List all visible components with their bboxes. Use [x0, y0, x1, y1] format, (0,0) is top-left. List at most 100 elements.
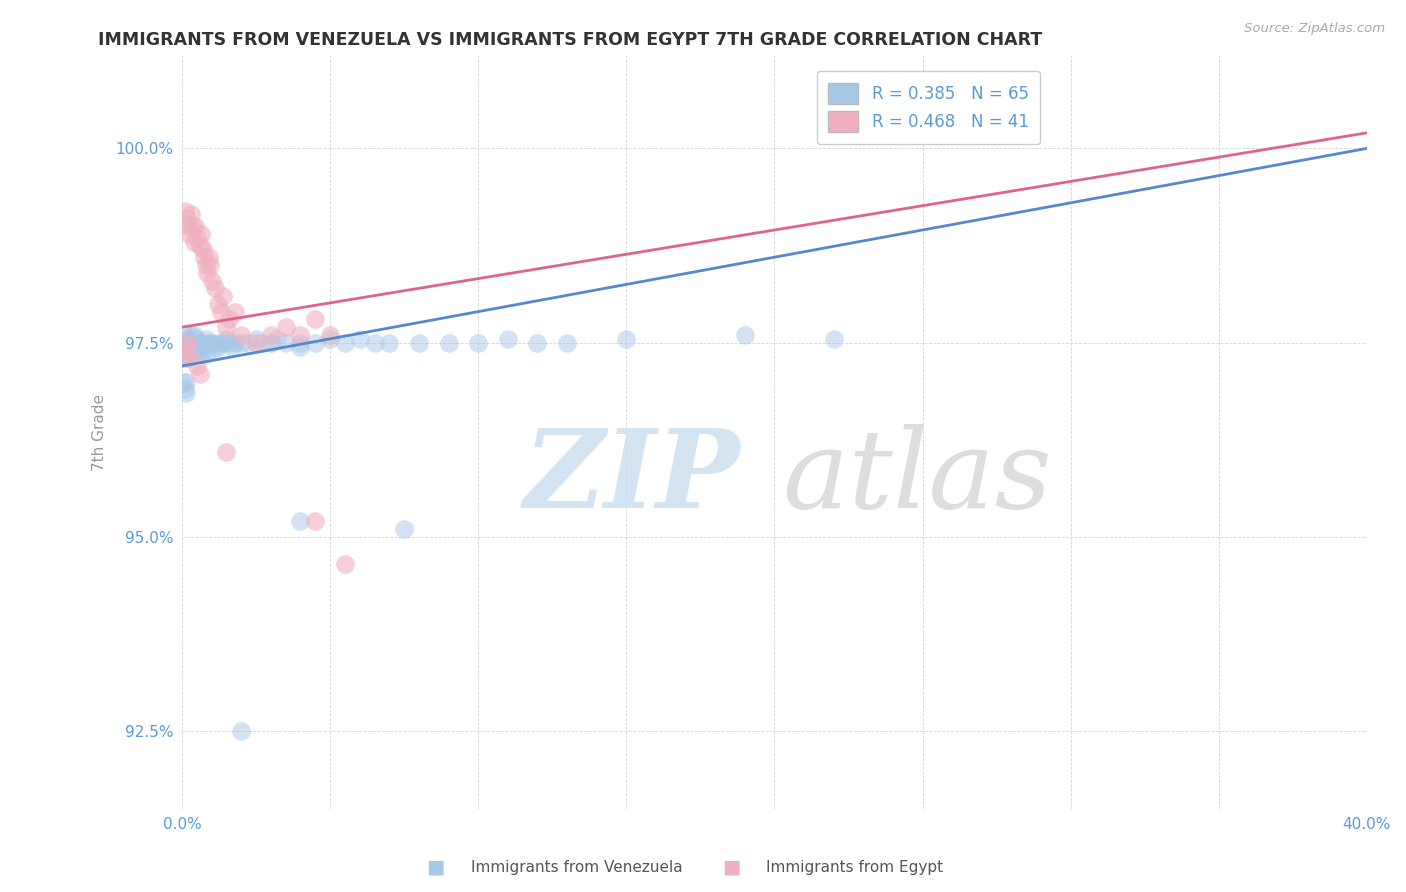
- Point: [188, 335, 211, 350]
- Point: [231, 335, 253, 350]
- Point: [179, 227, 201, 241]
- Point: [290, 335, 312, 350]
- Y-axis label: 7th Grade: 7th Grade: [93, 393, 107, 471]
- Text: Immigrants from Egypt: Immigrants from Egypt: [766, 860, 943, 874]
- Point: [266, 332, 288, 346]
- Point: [231, 724, 253, 739]
- Point: [823, 332, 845, 346]
- Point: [197, 250, 219, 264]
- Point: [195, 266, 218, 280]
- Point: [215, 332, 238, 346]
- Point: [204, 335, 226, 350]
- Point: [184, 219, 207, 234]
- Point: [250, 335, 273, 350]
- Point: [176, 211, 198, 226]
- Point: [555, 335, 578, 350]
- Point: [204, 281, 226, 295]
- Point: [236, 335, 259, 350]
- Point: [221, 340, 243, 354]
- Point: [333, 335, 356, 350]
- Point: [186, 343, 208, 358]
- Point: [174, 328, 197, 343]
- Point: [496, 332, 519, 346]
- Point: [181, 335, 204, 350]
- Point: [212, 289, 235, 303]
- Point: [333, 558, 356, 572]
- Point: [174, 203, 197, 218]
- Text: ZIP: ZIP: [524, 424, 741, 531]
- Point: [209, 335, 232, 350]
- Point: [191, 243, 214, 257]
- Point: [186, 332, 208, 346]
- Point: [274, 335, 297, 350]
- Point: [349, 332, 371, 346]
- Point: [179, 351, 201, 366]
- Point: [245, 335, 267, 350]
- Point: [319, 328, 342, 343]
- Point: [172, 375, 194, 389]
- Point: [194, 347, 217, 361]
- Point: [177, 332, 200, 346]
- Point: [180, 328, 202, 343]
- Point: [614, 332, 637, 346]
- Point: [180, 343, 202, 358]
- Text: IMMIGRANTS FROM VENEZUELA VS IMMIGRANTS FROM EGYPT 7TH GRADE CORRELATION CHART: IMMIGRANTS FROM VENEZUELA VS IMMIGRANTS …: [98, 31, 1043, 49]
- Point: [176, 335, 198, 350]
- Point: [174, 340, 197, 354]
- Point: [172, 340, 194, 354]
- Point: [224, 335, 246, 350]
- Point: [209, 304, 232, 318]
- Point: [176, 375, 198, 389]
- Point: [215, 320, 238, 334]
- Point: [392, 522, 415, 536]
- Point: [191, 335, 214, 350]
- Point: [207, 297, 229, 311]
- Point: [304, 335, 326, 350]
- Point: [180, 207, 202, 221]
- Point: [467, 335, 489, 350]
- Point: [181, 219, 204, 234]
- Point: [207, 340, 229, 354]
- Point: [231, 328, 253, 343]
- Point: [183, 328, 205, 343]
- Point: [274, 320, 297, 334]
- Point: [201, 335, 224, 350]
- Point: [201, 343, 224, 358]
- Point: [215, 444, 238, 458]
- Point: [183, 235, 205, 249]
- Point: [290, 515, 312, 529]
- Point: [174, 335, 197, 350]
- Point: [378, 335, 401, 350]
- Point: [201, 274, 224, 288]
- Point: [186, 359, 208, 373]
- Point: [176, 386, 198, 401]
- Text: ■: ■: [426, 857, 446, 877]
- Point: [172, 351, 194, 366]
- Point: [188, 367, 211, 381]
- Point: [176, 347, 198, 361]
- Point: [190, 227, 212, 241]
- Point: [218, 312, 240, 326]
- Point: [188, 238, 211, 252]
- Point: [177, 351, 200, 366]
- Point: [218, 335, 240, 350]
- Point: [290, 328, 312, 343]
- Point: [245, 332, 267, 346]
- Point: [260, 335, 283, 350]
- Text: ■: ■: [721, 857, 741, 877]
- Point: [212, 335, 235, 350]
- Point: [408, 335, 430, 350]
- Point: [224, 304, 246, 318]
- Point: [260, 328, 283, 343]
- Point: [177, 335, 200, 350]
- Text: Immigrants from Venezuela: Immigrants from Venezuela: [471, 860, 683, 874]
- Point: [177, 219, 200, 234]
- Point: [526, 335, 548, 350]
- Legend: R = 0.385   N = 65, R = 0.468   N = 41: R = 0.385 N = 65, R = 0.468 N = 41: [817, 71, 1040, 144]
- Point: [319, 332, 342, 346]
- Point: [194, 332, 217, 346]
- Point: [304, 312, 326, 326]
- Point: [193, 250, 215, 264]
- Text: atlas: atlas: [782, 424, 1052, 531]
- Point: [188, 347, 211, 361]
